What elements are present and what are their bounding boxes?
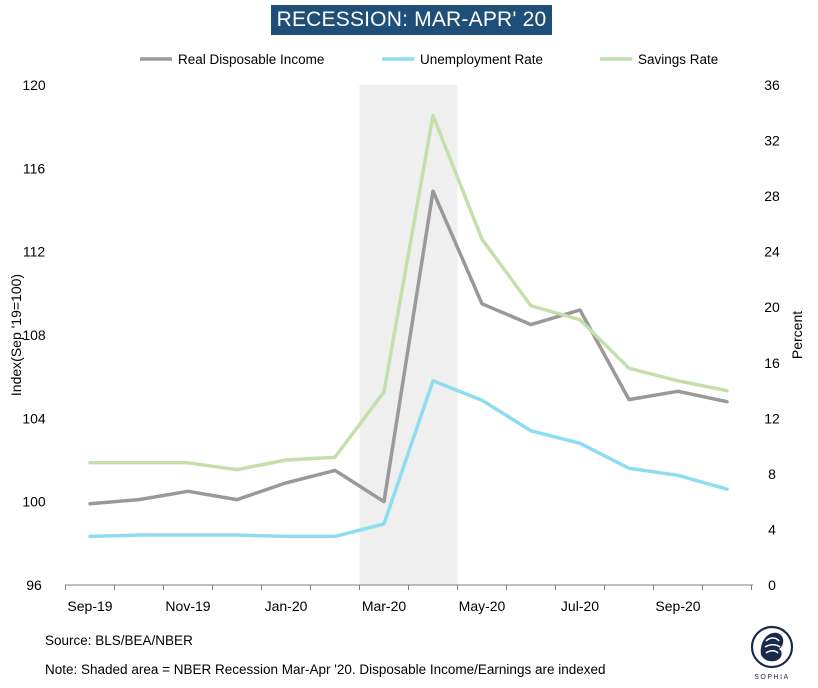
y-left-tick-label: 120 (22, 77, 46, 93)
y-right-axis-label: Percent (789, 311, 805, 359)
y-right-tick-label: 0 (768, 577, 776, 593)
sophia-logo: SOPHIA (739, 617, 805, 688)
footnote: Note: Shaded area = NBER Recession Mar-A… (45, 662, 606, 677)
x-tick-label: Mar-20 (362, 598, 407, 614)
recession-shading (359, 85, 458, 585)
y-right-tick-label: 16 (764, 355, 780, 371)
y-left-tick-label: 104 (22, 410, 46, 426)
y-right-tick-label: 24 (764, 244, 780, 260)
y-left-tick-label: 100 (22, 494, 46, 510)
y-left-tick-label: 108 (22, 327, 46, 343)
y-right-tick-label: 4 (768, 521, 776, 537)
x-tick-label: Jul-20 (561, 598, 599, 614)
series-line-real-disposable-income (88, 189, 729, 506)
y-right-tick-label: 36 (764, 77, 780, 93)
series-line-savings-rate (88, 113, 729, 472)
y-left-tick-label: 116 (23, 160, 46, 176)
legend-label: Real Disposable Income (178, 52, 324, 67)
y-left-axis-label: Index(Sep '19=100) (8, 274, 24, 396)
x-tick-label: Sep-20 (655, 598, 700, 614)
x-tick-label: May-20 (459, 598, 506, 614)
legend-label: Unemployment Rate (420, 52, 543, 67)
y-right-tick-label: 20 (764, 299, 780, 315)
legend-label: Savings Rate (638, 52, 718, 67)
logo-text: SOPHIA (754, 674, 789, 681)
line-chart: Sep-19 Nov-19 Jan-20 Mar-20 May-20 Jul-20 Sep-… (8, 52, 805, 614)
x-tick-label: Nov-19 (165, 598, 210, 614)
source-note: Source: BLS/BEA/NBER (45, 633, 193, 648)
y-left-tick-label: 112 (23, 244, 46, 260)
x-tick-label: Jan-20 (265, 598, 308, 614)
y-right-tick-label: 28 (764, 188, 780, 204)
chart-title: RECESSION: MAR-APR' 20 (271, 5, 552, 35)
series-line-unemployment-rate (88, 379, 729, 539)
x-tick-label: Sep-19 (67, 598, 112, 614)
y-right-tick-label: 8 (768, 466, 776, 482)
y-right-tick-label: 12 (764, 410, 780, 426)
y-left-tick-label: 96 (26, 577, 42, 593)
y-right-tick-label: 32 (764, 133, 780, 149)
